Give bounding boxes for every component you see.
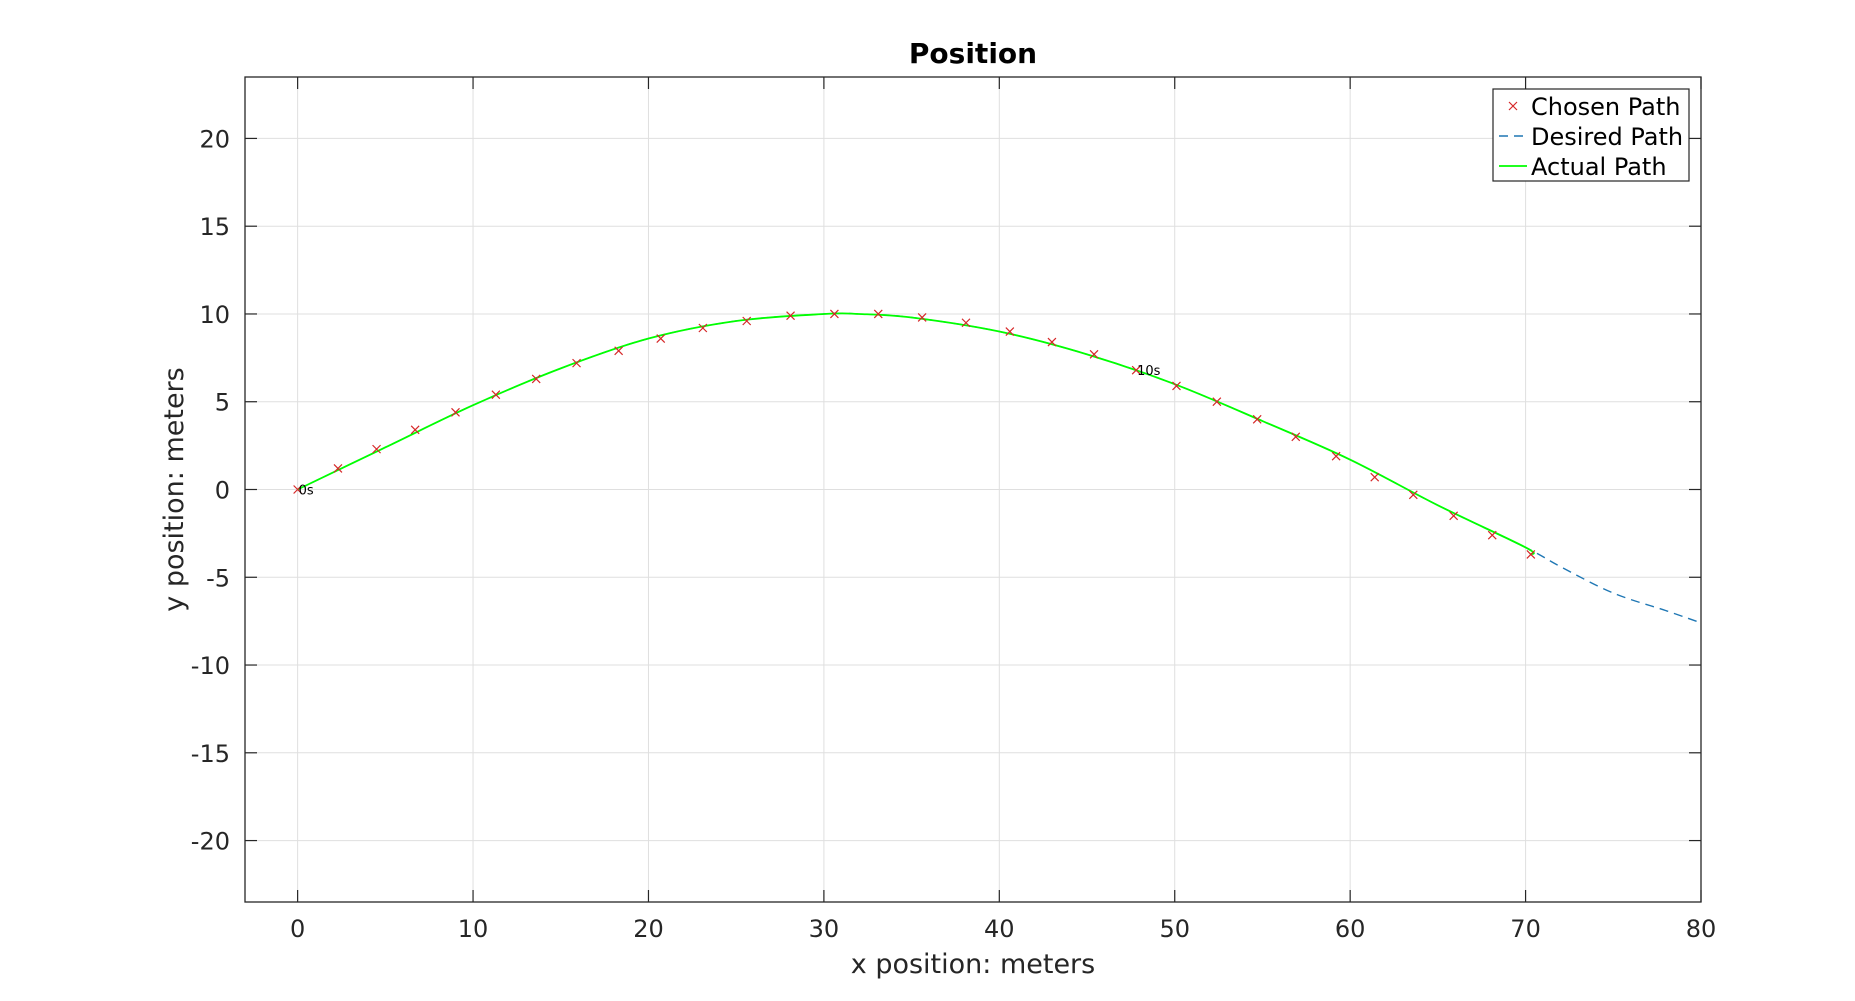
y-axis-label: y position: meters	[159, 367, 190, 611]
chosen-path-point	[698, 323, 708, 333]
y-tick-label: 5	[215, 389, 230, 417]
chosen-path-point	[372, 444, 381, 454]
legend-swatch	[1508, 101, 1518, 111]
y-tick-label: -20	[191, 828, 230, 856]
chosen-path-point	[656, 334, 666, 343]
x-axis-label: x position: meters	[851, 949, 1095, 980]
y-tick-label: -5	[206, 564, 230, 592]
chosen-path-point	[1408, 490, 1418, 500]
x-tick-label: 10	[458, 915, 489, 943]
y-tick-label: -10	[191, 652, 230, 680]
chosen-path-point	[1005, 327, 1015, 336]
chosen-path-point	[1212, 397, 1222, 407]
chosen-path-point	[531, 374, 541, 384]
chosen-path-point	[1331, 451, 1341, 461]
chosen-path-point	[1526, 550, 1536, 559]
actual-path-line	[297, 312, 1535, 556]
legend-entry: Actual Path	[1499, 153, 1667, 181]
y-tick-label: 10	[199, 301, 230, 329]
chosen-path-point	[572, 358, 581, 368]
x-tick-label: 80	[1686, 915, 1717, 943]
y-tick-label: 0	[215, 477, 230, 505]
y-tick-label: -15	[191, 740, 230, 768]
x-tick-label: 30	[809, 915, 840, 943]
y-tick-label: 20	[199, 125, 230, 153]
y-tick-label: 15	[199, 213, 230, 241]
x-tick-label: 70	[1510, 915, 1541, 943]
x-tick-label: 60	[1335, 915, 1366, 943]
chosen-path-point	[1089, 349, 1099, 359]
chosen-path-markers	[293, 309, 1536, 559]
chosen-path-point	[451, 407, 460, 417]
legend-label: Desired Path	[1531, 123, 1683, 151]
chosen-path-point	[742, 316, 752, 326]
chosen-path-point	[614, 346, 624, 356]
x-tick-label: 40	[984, 915, 1015, 943]
time-annotation: 10s	[1137, 364, 1161, 379]
series-layer	[293, 309, 1702, 624]
chosen-path-point	[491, 390, 501, 400]
chosen-path-point	[1370, 472, 1380, 482]
chosen-path-point	[410, 425, 420, 435]
chosen-path-point	[1047, 337, 1057, 347]
x-tick-label: 0	[290, 915, 305, 943]
legend-entry: Chosen Path	[1508, 93, 1680, 121]
x-tick-label: 20	[633, 915, 664, 943]
legend-label: Actual Path	[1531, 153, 1667, 181]
chosen-path-point	[1131, 365, 1141, 375]
chosen-path-point	[1291, 432, 1301, 442]
chosen-path-point	[829, 309, 839, 319]
chosen-path-point	[1172, 381, 1181, 391]
chosen-path-point	[786, 311, 795, 321]
legend-label: Chosen Path	[1531, 93, 1680, 121]
chart-title: Position	[909, 37, 1037, 70]
time-annotation: 0s	[299, 484, 314, 499]
chosen-path-point	[293, 485, 303, 494]
legend-entry: Desired Path	[1499, 123, 1683, 151]
chosen-path-point	[1252, 414, 1262, 424]
chosen-path-point	[1487, 530, 1497, 540]
chosen-path-point	[333, 464, 343, 473]
chosen-path-point	[873, 309, 883, 319]
annotation-layer: 0s 10s	[299, 364, 1161, 498]
chosen-path-point	[961, 318, 971, 328]
axis-ticks: 0 10 20 30 40 50 60 70 80 -20 -15 -10 -5 0 5 10 15 20	[191, 77, 1716, 943]
chosen-path-point	[917, 313, 927, 322]
grid	[245, 77, 1702, 902]
x-tick-label: 50	[1159, 915, 1190, 943]
chosen-path-point	[1449, 511, 1459, 521]
